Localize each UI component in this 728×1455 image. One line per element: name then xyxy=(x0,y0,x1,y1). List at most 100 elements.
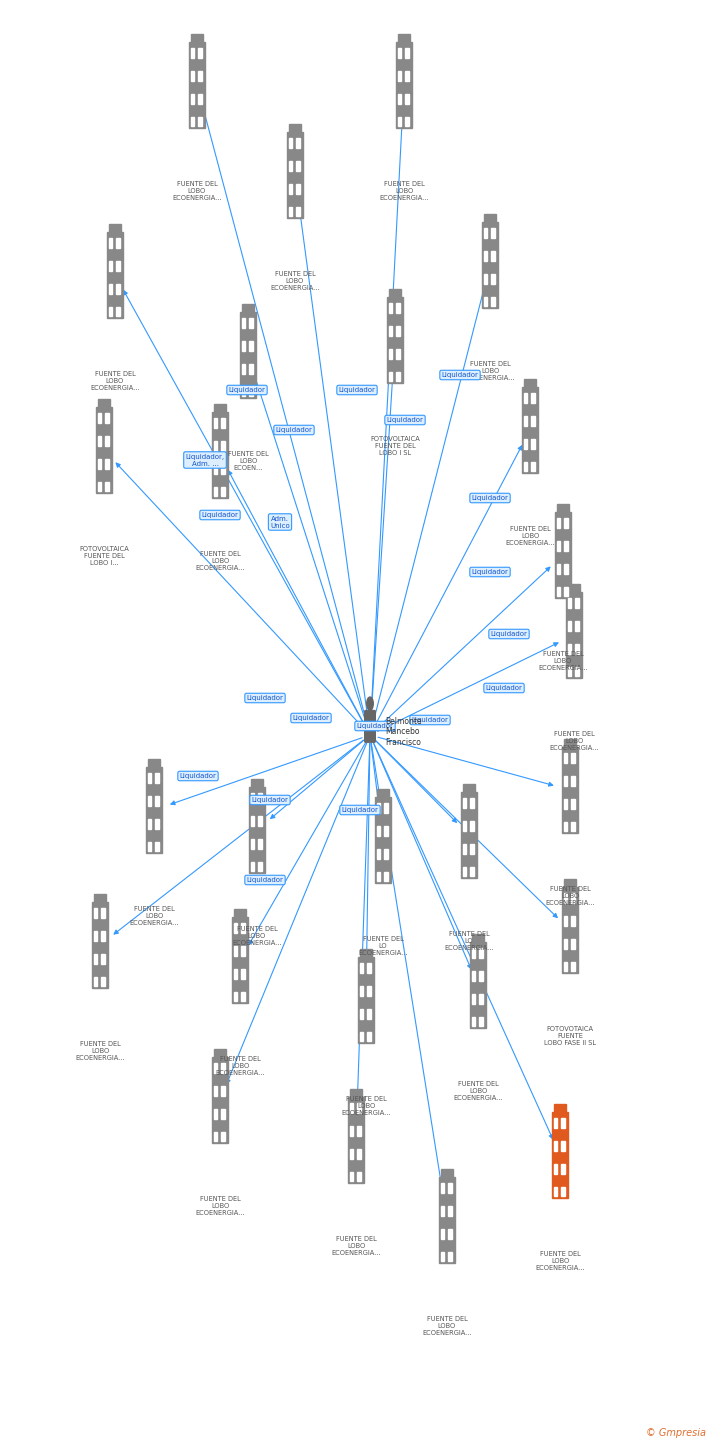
FancyBboxPatch shape xyxy=(296,162,300,170)
FancyBboxPatch shape xyxy=(156,796,159,806)
FancyBboxPatch shape xyxy=(221,1064,225,1072)
FancyBboxPatch shape xyxy=(368,1008,371,1018)
Text: FOTOVOTAICA
FUENTE
LOBO FASE II SL: FOTOVOTAICA FUENTE LOBO FASE II SL xyxy=(544,1026,596,1046)
FancyBboxPatch shape xyxy=(250,319,253,327)
FancyBboxPatch shape xyxy=(221,419,225,428)
FancyBboxPatch shape xyxy=(470,799,474,808)
FancyBboxPatch shape xyxy=(221,1109,225,1119)
FancyBboxPatch shape xyxy=(368,986,371,995)
FancyBboxPatch shape xyxy=(480,994,483,1004)
FancyBboxPatch shape xyxy=(483,252,487,260)
FancyBboxPatch shape xyxy=(524,380,536,387)
FancyBboxPatch shape xyxy=(148,819,151,828)
Text: FUENTE DEL
LOBO
ECOENERGIA...: FUENTE DEL LOBO ECOENERGIA... xyxy=(422,1315,472,1336)
FancyBboxPatch shape xyxy=(106,413,109,423)
FancyBboxPatch shape xyxy=(480,1017,483,1026)
FancyBboxPatch shape xyxy=(242,319,245,327)
Text: Liquidador: Liquidador xyxy=(442,372,478,378)
FancyBboxPatch shape xyxy=(258,840,262,848)
FancyBboxPatch shape xyxy=(94,908,98,918)
FancyBboxPatch shape xyxy=(214,419,217,428)
FancyBboxPatch shape xyxy=(242,304,254,311)
FancyBboxPatch shape xyxy=(554,1141,557,1151)
FancyBboxPatch shape xyxy=(384,826,388,835)
FancyBboxPatch shape xyxy=(349,1171,353,1181)
FancyBboxPatch shape xyxy=(440,1206,444,1216)
FancyBboxPatch shape xyxy=(296,207,300,217)
FancyBboxPatch shape xyxy=(377,789,389,797)
Text: FUENTE DEL
LOBO
ECOEN...: FUENTE DEL LOBO ECOEN... xyxy=(228,451,269,471)
FancyBboxPatch shape xyxy=(482,221,498,308)
FancyBboxPatch shape xyxy=(199,95,202,103)
FancyBboxPatch shape xyxy=(575,598,579,608)
FancyBboxPatch shape xyxy=(448,1229,452,1238)
FancyBboxPatch shape xyxy=(289,138,292,148)
FancyBboxPatch shape xyxy=(564,739,576,746)
FancyBboxPatch shape xyxy=(101,931,105,941)
FancyBboxPatch shape xyxy=(232,917,248,1002)
FancyBboxPatch shape xyxy=(384,872,388,882)
FancyBboxPatch shape xyxy=(234,909,246,917)
FancyBboxPatch shape xyxy=(470,821,474,831)
FancyBboxPatch shape xyxy=(531,393,535,403)
FancyBboxPatch shape xyxy=(439,1177,455,1263)
FancyBboxPatch shape xyxy=(463,821,466,831)
FancyBboxPatch shape xyxy=(101,908,105,918)
FancyBboxPatch shape xyxy=(472,994,475,1004)
FancyBboxPatch shape xyxy=(397,349,400,358)
Text: Liquidador: Liquidador xyxy=(180,773,216,778)
Text: FUENTE DEL
LOBO
ECOENERGIA...: FUENTE DEL LOBO ECOENERGIA... xyxy=(195,1196,245,1216)
FancyBboxPatch shape xyxy=(397,95,401,103)
Text: Liquidador,
Adm. ...: Liquidador, Adm. ... xyxy=(186,454,224,467)
FancyBboxPatch shape xyxy=(440,1251,444,1261)
FancyBboxPatch shape xyxy=(571,776,575,786)
FancyBboxPatch shape xyxy=(561,1119,565,1128)
FancyBboxPatch shape xyxy=(571,754,575,762)
FancyBboxPatch shape xyxy=(289,183,292,194)
FancyBboxPatch shape xyxy=(289,162,292,170)
FancyBboxPatch shape xyxy=(250,816,254,826)
FancyBboxPatch shape xyxy=(94,895,106,902)
Text: Liquidador: Liquidador xyxy=(229,387,266,393)
FancyBboxPatch shape xyxy=(191,71,194,80)
FancyBboxPatch shape xyxy=(564,565,568,573)
FancyBboxPatch shape xyxy=(296,183,300,194)
Text: Liquidador: Liquidador xyxy=(387,418,424,423)
FancyBboxPatch shape xyxy=(214,404,226,412)
FancyBboxPatch shape xyxy=(250,387,253,396)
FancyBboxPatch shape xyxy=(405,48,409,58)
FancyBboxPatch shape xyxy=(199,71,202,80)
FancyBboxPatch shape xyxy=(348,1097,364,1183)
FancyBboxPatch shape xyxy=(555,512,571,598)
FancyBboxPatch shape xyxy=(106,458,109,469)
FancyBboxPatch shape xyxy=(405,71,409,80)
Text: FUENTE DEL
LO
ECOENERGIA...: FUENTE DEL LO ECOENERGIA... xyxy=(444,931,494,952)
FancyBboxPatch shape xyxy=(566,592,582,678)
Text: Liquidador: Liquidador xyxy=(247,695,283,701)
Text: FUENTE DEL
LOBO
ECOENERGIA...: FUENTE DEL LOBO ECOENERGIA... xyxy=(379,180,429,201)
Text: Liquidador: Liquidador xyxy=(276,426,312,434)
FancyBboxPatch shape xyxy=(563,893,567,904)
FancyBboxPatch shape xyxy=(360,986,363,995)
FancyBboxPatch shape xyxy=(287,132,303,218)
FancyBboxPatch shape xyxy=(531,416,535,426)
FancyBboxPatch shape xyxy=(357,1103,361,1113)
FancyBboxPatch shape xyxy=(441,1170,453,1177)
FancyBboxPatch shape xyxy=(240,311,256,399)
FancyBboxPatch shape xyxy=(98,482,101,492)
FancyBboxPatch shape xyxy=(470,941,486,1029)
FancyBboxPatch shape xyxy=(389,326,392,336)
FancyBboxPatch shape xyxy=(199,48,202,58)
FancyBboxPatch shape xyxy=(221,1132,225,1141)
FancyBboxPatch shape xyxy=(397,371,400,381)
FancyBboxPatch shape xyxy=(106,436,109,445)
FancyBboxPatch shape xyxy=(397,326,400,336)
FancyBboxPatch shape xyxy=(234,992,237,1001)
FancyBboxPatch shape xyxy=(562,746,578,834)
FancyBboxPatch shape xyxy=(214,1049,226,1056)
FancyBboxPatch shape xyxy=(448,1183,452,1193)
FancyBboxPatch shape xyxy=(98,413,101,423)
FancyBboxPatch shape xyxy=(242,946,245,956)
FancyBboxPatch shape xyxy=(108,239,112,247)
FancyBboxPatch shape xyxy=(440,1183,444,1193)
